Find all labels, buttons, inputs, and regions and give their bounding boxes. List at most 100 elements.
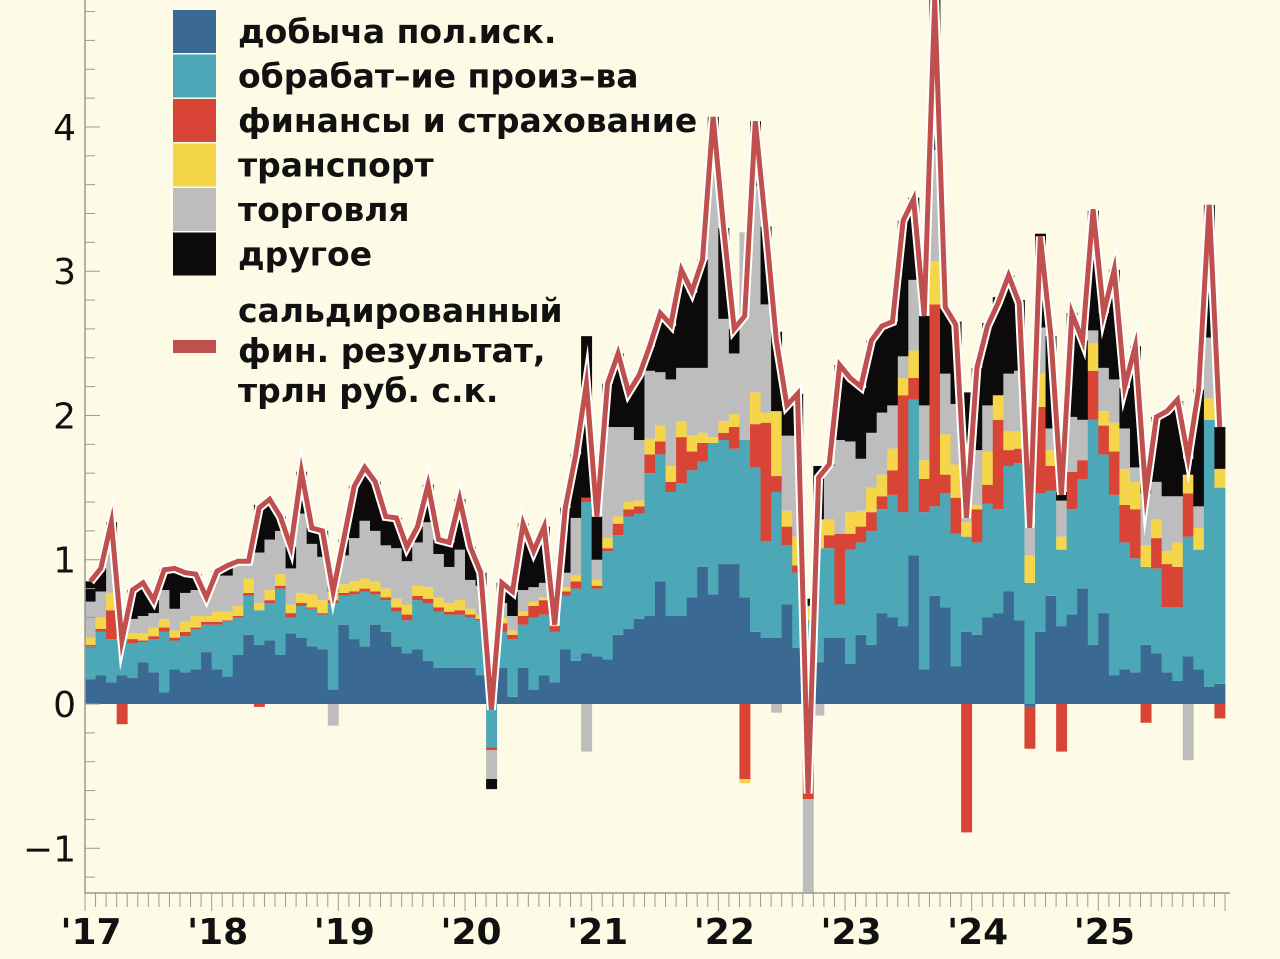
bar-segment-s0-m30 [401,653,413,705]
bar-segment-s2-m79 [918,478,930,513]
bar-segment-s4-m14 [232,562,244,606]
bar-segment-s4-m26 [359,520,371,579]
bar-segment-s3-m15 [243,578,255,593]
bar-segment-s4-m91 [1045,428,1057,451]
bar-segment-s0-m61 [728,564,740,705]
bar-segment-s1-m32 [422,603,434,661]
x-tick-label: '19 [314,912,375,953]
bar-segment-s0-m76 [887,617,899,705]
bar-segment-s1-m12 [211,624,223,670]
bar-segment-s2-m29 [391,607,403,612]
bar-segment-s4-m43 [538,582,550,598]
bar-segment-s4-m36 [465,579,476,609]
bar-segment-s5-m46 [570,454,582,518]
bar-segment-s1-m58 [697,461,709,567]
bar-segment-s4-m97 [1108,379,1120,423]
bar-segment-s0-m3 [116,675,128,705]
bar-segment-s5-m66 [781,405,793,436]
bar-segment-s1-m24 [338,595,350,625]
bar-segment-s1-m8 [169,640,181,670]
bar-segment-s1-m83 [961,536,973,632]
bar-segment-s4-m63 [750,186,761,393]
bar-segment-s0-m64 [760,637,772,705]
bar-segment-s2-m43 [538,600,550,615]
bar-segment-s3-m95 [1087,343,1099,371]
bar-segment-s3-m96 [1098,411,1110,426]
bar-segment-s2-m20 [296,603,308,606]
bar-segment-s2-m47 [581,497,593,503]
bar-segment-s1-m30 [401,620,413,654]
bar-segment-s3-m77 [897,377,909,396]
bar-segment-s0-m10 [190,669,202,705]
bar-segment-s3-m85 [982,451,994,485]
bar-segment-s1-m60 [718,440,730,565]
bar-segment-s4-m18 [275,530,286,575]
bar-segment-s4-m19 [285,568,297,605]
bar-segment-s1-m107 [1214,487,1226,684]
bar-segment-s1-m28 [380,600,392,632]
bar-segment-s5-m83 [961,392,973,465]
bar-segment-s4-m53 [644,370,656,439]
bar-segment-s5-m52 [633,375,645,441]
bar-segment-s1-m46 [570,588,582,661]
bar-segment-s1-m29 [391,611,403,647]
bar-segment-s1-m75 [876,509,888,614]
bar-segment-s4-m73 [855,458,867,511]
bar-segment-s4-m95 [1087,330,1099,344]
bar-segment-s5-m51 [623,392,635,428]
bar-segment-s5-m95 [1087,210,1099,331]
bar-segment-s2-m1 [95,629,107,632]
bar-segment-s5-m81 [940,308,951,374]
bar-segment-s5-m76 [887,321,899,406]
bar-segment-s3-m87 [1003,431,1015,451]
bar-segment-s5-m85 [982,323,994,406]
bar-segment-s2-m44 [549,626,561,632]
bar-segment-s4-m17 [264,539,276,591]
bar-segment-s1-m15 [243,595,255,635]
bar-segment-s1-m53 [644,473,656,617]
bar-segment-s5-m105 [1193,389,1205,507]
y-tick-label: −1 [23,829,76,870]
bar-segment-s3-m9 [180,621,191,632]
bar-segment-s3-m72 [845,512,856,534]
bar-segment-s1-m55 [665,491,677,617]
bar-segment-s4-m79 [918,405,930,461]
bar-segment-s2-m70 [823,535,835,549]
bar-segment-s4-m75 [876,412,888,475]
bar-segment-s4-m30 [401,561,413,605]
bar-segment-s4-m6 [148,613,160,628]
bar-segment-s0-m77 [897,626,909,705]
bar-segment-s0-m20 [296,637,308,705]
bar-segment-s3-m59 [707,437,719,443]
bar-segment-s2-m87 [1003,450,1015,466]
bar-segment-s1-m81 [940,493,951,608]
bar-segment-s0-m99 [1130,672,1141,705]
bar-segment-s3-m105 [1193,528,1205,550]
bar-segment-s5-m40 [507,591,519,617]
bar-segment-s2-m54 [655,441,666,455]
bar-segment-s4-m105 [1193,506,1205,529]
bar-segment-s3-m2 [106,592,118,611]
bar-segment-s0-m33 [433,667,445,705]
bar-segment-s2-m14 [232,616,244,618]
bar-segment-s1-m63 [750,467,761,632]
bar-segment-s1-m66 [781,545,793,605]
bar-segment-s0-m100 [1140,644,1152,705]
bar-segment-s1-m93 [1066,509,1078,615]
bar-segment-s0-m39 [496,667,508,705]
bar-segment-s3-m31 [412,585,424,596]
bar-segment-s3-m51 [623,502,635,510]
bar-segment-s0-m29 [391,646,403,705]
bar-segment-s0-m24 [338,624,350,705]
bar-segment-s0-m40 [507,696,519,705]
bar-segment-s1-m98 [1119,542,1131,670]
bar-segment-s0-m43 [538,675,550,705]
bar-segment-s4-m46 [570,517,582,576]
bar-segment-s4-m25 [348,538,360,582]
bar-segment-s0-m56 [676,616,688,705]
bar-segment-s3-m78 [908,350,920,378]
bar-segment-s2-m41 [517,616,529,625]
bar-segment-s4-m49 [602,427,614,539]
bar-segment-s2-m33 [433,607,445,612]
bar-segment-s2-m98 [1119,504,1131,543]
